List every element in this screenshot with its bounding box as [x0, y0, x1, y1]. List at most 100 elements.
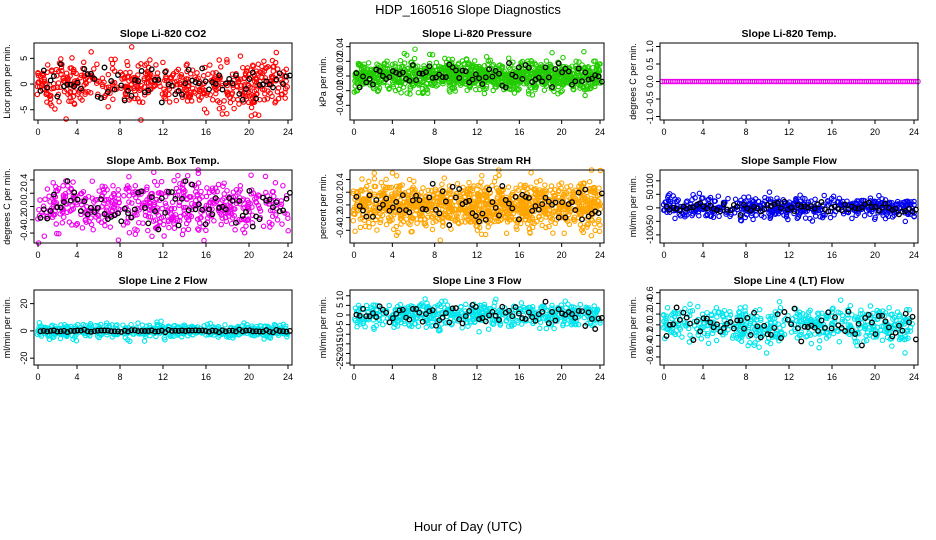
data-point [581, 48, 587, 55]
x-tick-label: 8 [117, 127, 122, 137]
data-point [48, 92, 54, 99]
y-tick-label: 50 [645, 189, 655, 199]
data-point [716, 213, 722, 220]
data-point [375, 87, 382, 94]
black-data-point [175, 87, 182, 94]
data-point [248, 172, 254, 178]
data-point [525, 72, 531, 78]
black-data-point [50, 73, 57, 80]
data-point [153, 62, 159, 68]
black-data-point [266, 81, 273, 88]
black-data-point [399, 69, 406, 76]
y-axis-label: kPa per min. [318, 56, 328, 107]
data-point [75, 91, 81, 97]
y-tick-label: 0.02 [335, 53, 345, 71]
data-points [350, 167, 605, 243]
data-point [135, 72, 141, 78]
black-data-point [226, 76, 233, 82]
data-point [166, 91, 172, 98]
black-data-point [280, 81, 287, 87]
data-point [849, 215, 855, 222]
data-point [230, 189, 237, 195]
panel-3: Slope Li-820 Temp.degrees C per min.0 4 8 1… [628, 28, 921, 137]
data-point [128, 44, 135, 50]
data-point [194, 70, 200, 76]
x-tick-label: 12 [158, 250, 168, 260]
data-point [420, 78, 426, 85]
data-point [464, 87, 470, 93]
data-point [252, 111, 258, 117]
data-point [79, 97, 85, 103]
data-point [457, 82, 464, 88]
data-point [242, 72, 249, 78]
data-point [44, 186, 51, 192]
x-tick-label: 8 [432, 250, 437, 260]
data-point [370, 84, 376, 90]
data-point [65, 183, 71, 189]
x-tick-label: 24 [595, 127, 605, 137]
data-point [696, 190, 703, 197]
data-point [350, 217, 357, 224]
data-point [505, 184, 512, 190]
black-data-point [496, 70, 502, 77]
black-data-point [452, 67, 459, 74]
data-point [161, 233, 167, 239]
data-point [58, 56, 64, 62]
black-data-point [263, 78, 270, 85]
data-point [582, 92, 588, 99]
x-tick-label: 12 [784, 250, 794, 260]
data-point [160, 59, 166, 66]
data-point [483, 54, 490, 60]
data-point [381, 60, 387, 67]
black-data-point [276, 70, 283, 77]
black-data-point [535, 74, 542, 81]
data-point [58, 71, 64, 77]
x-tick-label: 16 [514, 250, 524, 260]
x-tick-label: 8 [743, 250, 748, 260]
y-tick-label: -1.0 [645, 109, 655, 125]
x-tick-label: 20 [870, 250, 880, 260]
data-point [126, 193, 132, 199]
data-point [285, 228, 291, 234]
x-tick-label: 20 [870, 127, 880, 137]
data-point [163, 68, 169, 74]
black-data-point [479, 81, 486, 88]
data-point [439, 181, 445, 188]
black-data-point [232, 72, 239, 79]
y-tick-label: -0.04 [335, 95, 345, 116]
data-point [732, 196, 739, 203]
black-data-point [108, 78, 115, 84]
black-data-point [165, 81, 172, 88]
data-point [171, 177, 177, 184]
x-tick-label: 8 [743, 127, 748, 137]
data-point [220, 105, 226, 111]
data-point [176, 202, 182, 209]
data-point [597, 80, 604, 86]
data-point [224, 110, 230, 117]
data-point [66, 98, 72, 104]
data-point [179, 94, 186, 101]
data-point [70, 66, 77, 73]
data-point [389, 61, 396, 68]
data-point [446, 87, 453, 93]
data-point [46, 193, 52, 200]
data-point [861, 212, 868, 219]
data-point [485, 224, 491, 230]
data-point [586, 178, 593, 185]
black-data-point [74, 79, 81, 86]
black-data-point [259, 81, 266, 88]
black-data-point [44, 84, 51, 91]
data-point [147, 57, 153, 63]
black-data-point [459, 67, 466, 74]
data-point [584, 86, 591, 92]
data-point [211, 218, 217, 224]
x-tick-label: 16 [827, 250, 837, 260]
data-point [59, 220, 66, 226]
y-tick-label: 0.5 [645, 58, 655, 71]
data-point [210, 70, 216, 76]
data-point [173, 97, 180, 104]
data-point [481, 90, 488, 97]
data-point [221, 98, 227, 104]
data-point [483, 85, 489, 92]
data-point [166, 224, 172, 231]
